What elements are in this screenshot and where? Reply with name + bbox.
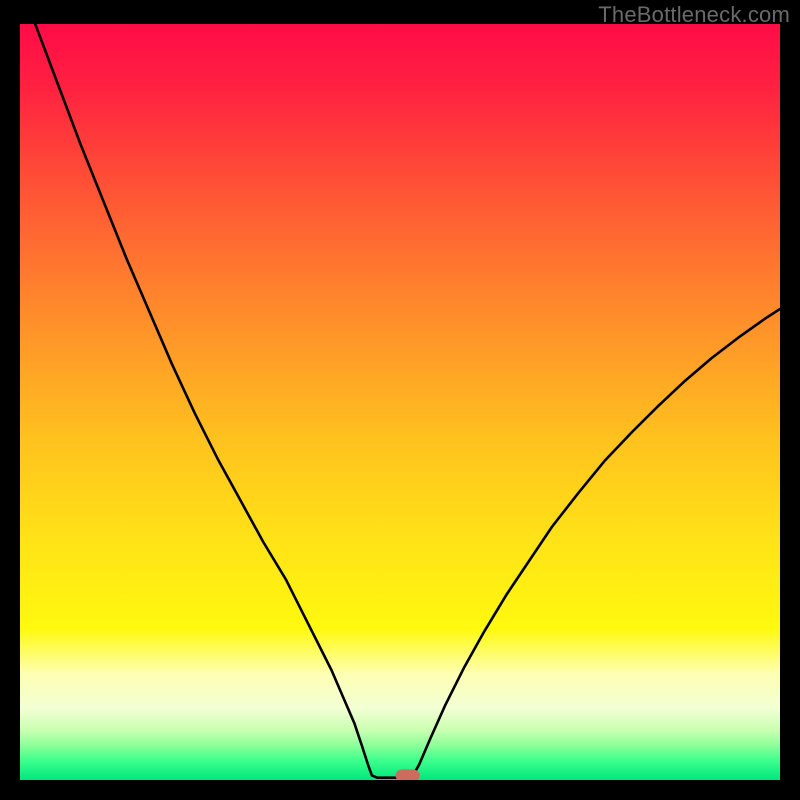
- bottleneck-chart-svg: [20, 24, 780, 780]
- marker-pill: [395, 769, 419, 780]
- gradient-background: [20, 24, 780, 780]
- watermark-text: TheBottleneck.com: [598, 2, 790, 28]
- chart-plot-area: [20, 24, 780, 780]
- figure-container: TheBottleneck.com: [0, 0, 800, 800]
